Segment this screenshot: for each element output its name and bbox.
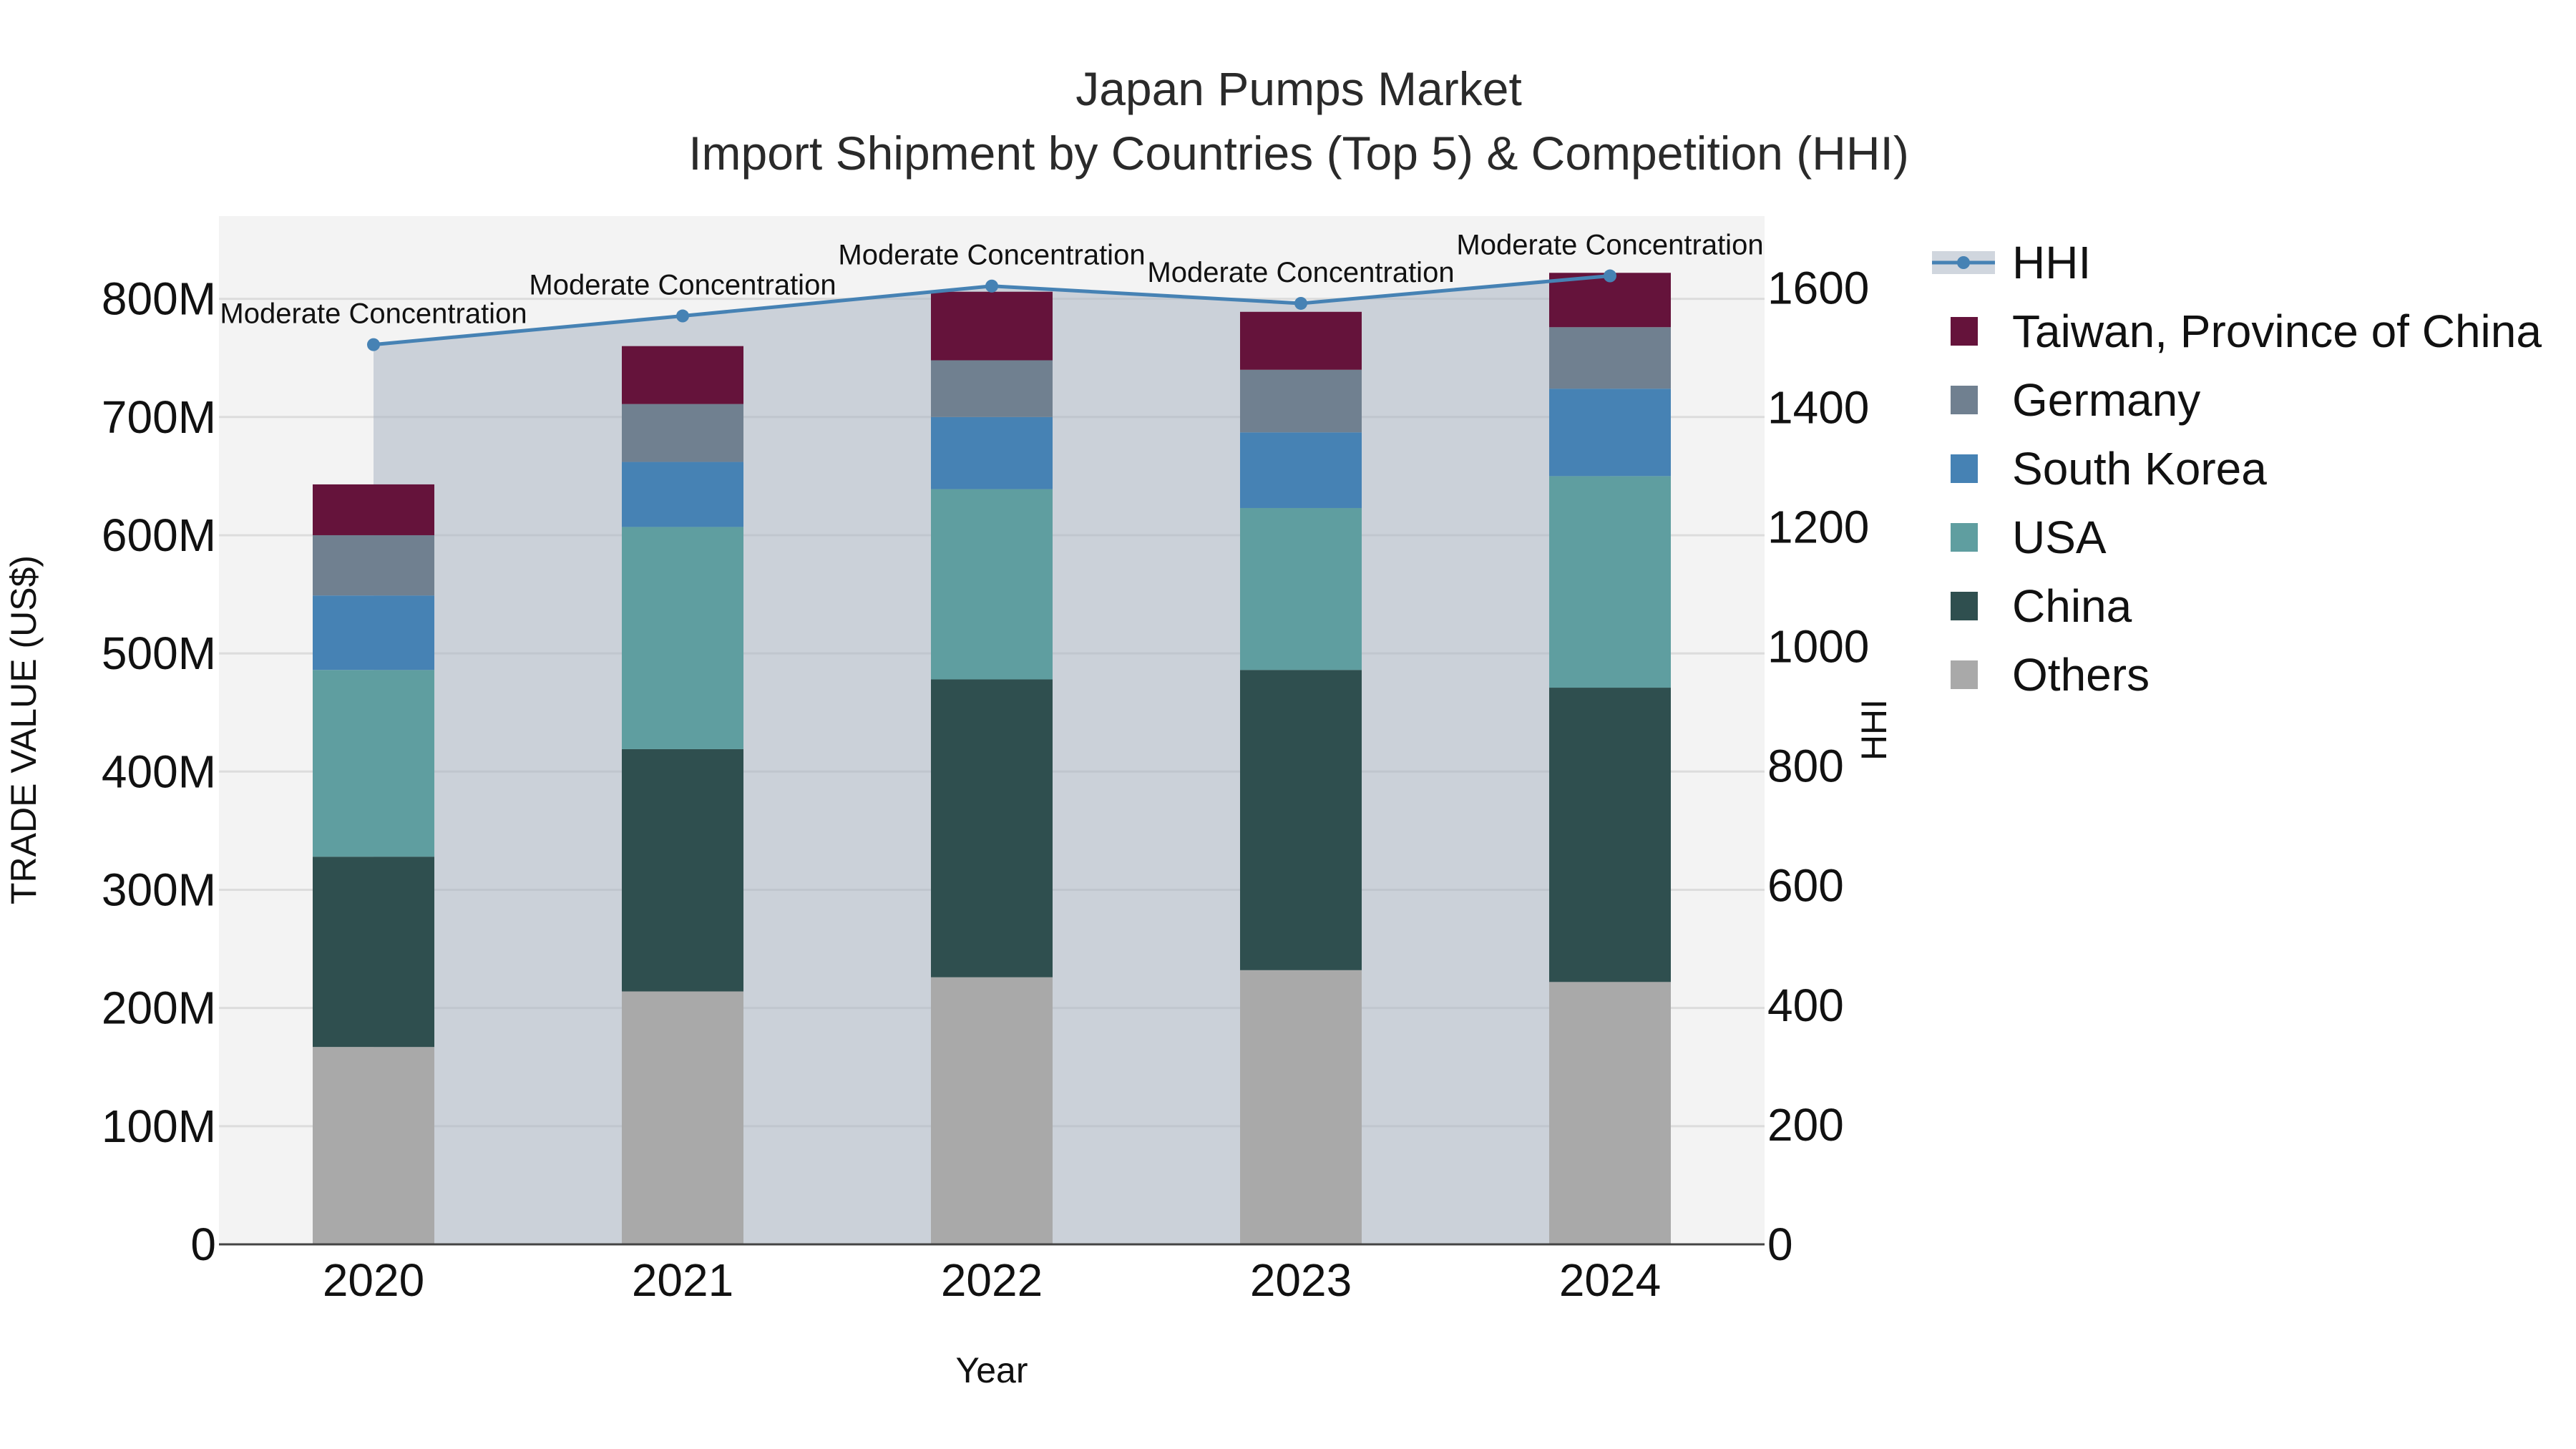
hhi-point-2021	[676, 309, 689, 323]
legend-label-taiwan-province-of-china: Taiwan, Province of China	[2012, 306, 2542, 357]
hhi-annotation-2024: Moderate Concentration	[1456, 230, 1763, 261]
x-axis-title: Year	[955, 1350, 1028, 1390]
bar-others-2021	[622, 991, 743, 1244]
bar-china-2021	[622, 748, 743, 992]
bar-usa-2024	[1549, 476, 1671, 688]
bar-china-2023	[1240, 670, 1362, 970]
bar-taiwan-province-of-china-2023	[1240, 311, 1362, 370]
y-tick-label: 200M	[102, 982, 216, 1034]
bar-germany-2021	[622, 404, 743, 462]
bar-usa-2023	[1240, 507, 1362, 670]
y-tick-label: 800M	[102, 273, 216, 325]
hhi-point-2023	[1294, 296, 1307, 310]
bar-others-2024	[1549, 982, 1671, 1244]
bar-south-korea-2021	[622, 462, 743, 527]
legend-label-hhi: HHI	[2012, 237, 2091, 288]
y2-tick-label: 1000	[1767, 621, 1869, 673]
legend-label-usa: USA	[2012, 512, 2107, 563]
bar-usa-2022	[931, 489, 1053, 680]
y-tick-label: 500M	[102, 628, 216, 679]
bar-others-2023	[1240, 970, 1362, 1244]
y-tick-label: 400M	[102, 746, 216, 797]
y2-tick-label: 1200	[1767, 501, 1869, 552]
bar-china-2024	[1549, 688, 1671, 982]
legend-label-south-korea: South Korea	[2012, 443, 2267, 494]
bar-usa-2021	[622, 527, 743, 749]
y-tick-label: 700M	[102, 391, 216, 443]
x-tick-label-2020: 2020	[323, 1254, 424, 1306]
bar-south-korea-2024	[1549, 389, 1671, 477]
y2-tick-label: 600	[1767, 860, 1844, 912]
hhi-line-layer	[367, 269, 1616, 351]
hhi-point-2024	[1604, 269, 1616, 283]
hhi-annotation-2023: Moderate Concentration	[1147, 257, 1454, 288]
bar-china-2022	[931, 679, 1053, 977]
hhi-point-2022	[985, 279, 998, 293]
y2-tick-label: 400	[1767, 980, 1844, 1031]
bar-others-2022	[931, 977, 1053, 1244]
bar-china-2020	[313, 857, 434, 1048]
bar-south-korea-2020	[313, 595, 434, 670]
hhi-annotation-2020: Moderate Concentration	[220, 298, 527, 330]
bar-taiwan-province-of-china-2020	[313, 484, 434, 535]
x-tick-label-2024: 2024	[1559, 1254, 1661, 1306]
x-tick-label-2022: 2022	[941, 1254, 1043, 1306]
bar-south-korea-2022	[931, 416, 1053, 489]
bar-taiwan-province-of-china-2022	[931, 291, 1053, 361]
bar-layer	[313, 273, 1671, 1244]
chart-subtitle: Import Shipment by Countries (Top 5) & C…	[688, 127, 1909, 180]
legend-swatch-germany	[1951, 386, 1978, 414]
legend-swatch-south-korea	[1951, 454, 1978, 483]
y-tick-label: 300M	[102, 864, 216, 915]
y-tick-label: 100M	[102, 1101, 216, 1152]
hhi-point-2020	[367, 338, 380, 351]
bar-south-korea-2023	[1240, 432, 1362, 508]
legend: HHI Taiwan, Province of China Germany South…	[1932, 237, 2542, 701]
legend-swatch-usa	[1951, 523, 1978, 552]
bar-germany-2022	[931, 360, 1053, 417]
y2-tick-label: 1600	[1767, 262, 1869, 313]
x-tick-label-2021: 2021	[632, 1254, 733, 1306]
hhi-annotation-2021: Moderate Concentration	[529, 270, 836, 301]
chart-title: Japan Pumps Market	[1075, 62, 1522, 115]
y-tick-labels: 0 100M 200M 300M 400M 500M 600M 700M 800M	[102, 273, 216, 1270]
x-tick-labels: 2020 2021 2022 2023 2024	[323, 1254, 1661, 1306]
bar-taiwan-province-of-china-2021	[622, 346, 743, 404]
legend-label-germany: Germany	[2012, 374, 2200, 426]
y-tick-label: 0	[190, 1219, 216, 1270]
legend-swatch-others	[1951, 660, 1978, 689]
y2-tick-label: 1400	[1767, 381, 1869, 433]
bar-germany-2024	[1549, 327, 1671, 389]
y2-axis-title: HHI	[1854, 699, 1894, 761]
x-tick-label-2023: 2023	[1250, 1254, 1352, 1306]
legend-label-others: Others	[2012, 649, 2150, 701]
y2-tick-label: 800	[1767, 741, 1844, 792]
bar-others-2020	[313, 1047, 434, 1244]
y-axis-title: TRADE VALUE (US$)	[4, 555, 44, 904]
bar-usa-2020	[313, 670, 434, 857]
y2-tick-label: 0	[1767, 1219, 1793, 1270]
legend-swatch-china	[1951, 592, 1978, 620]
bar-germany-2020	[313, 535, 434, 596]
legend-label-china: China	[2012, 580, 2132, 632]
y2-tick-labels: 0 200 400 600 800 1000 1200 1400 1600	[1767, 262, 1869, 1270]
y-tick-label: 600M	[102, 509, 216, 561]
bar-germany-2023	[1240, 369, 1362, 433]
legend-swatch-hhi-marker	[1957, 256, 1970, 269]
legend-swatch-taiwan-province-of-china	[1951, 317, 1978, 346]
hhi-annotation-2022: Moderate Concentration	[838, 240, 1145, 271]
y2-tick-label: 200	[1767, 1099, 1844, 1151]
